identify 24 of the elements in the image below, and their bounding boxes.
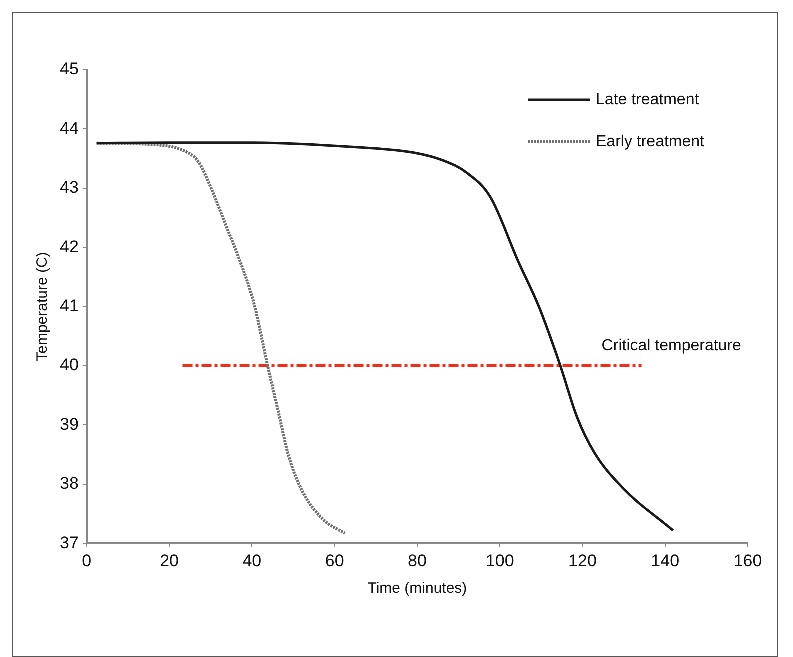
x-tick-label: 160 [734,551,762,570]
y-tick-label: 42 [60,237,79,256]
y-tick-label: 37 [60,533,79,552]
annotation: Critical temperature [602,337,742,354]
x-tick-label: 20 [160,551,180,570]
y-tick-label: 45 [60,60,79,79]
y-tick-label: 40 [60,356,79,375]
y-tick-label: 38 [60,474,79,494]
x-tick-label: 100 [486,551,514,570]
legend-label: Early treatment [596,133,706,150]
y-tick-label: 41 [60,296,79,316]
y-tick-label: 44 [60,118,79,138]
y-axis-title: Temperature (C) [34,252,52,362]
x-tick-label: 0 [82,551,92,570]
x-tick-label: 120 [568,551,597,570]
x-tick-label: 140 [651,551,680,570]
legend-label: Late treatment [596,91,700,108]
x-axis-title: Time (minutes) [368,580,468,598]
y-tick-label: 39 [60,414,79,434]
x-tick-label: 80 [408,551,427,570]
x-tick-label: 60 [325,551,344,570]
x-tick-label: 40 [242,551,262,570]
y-tick-label: 43 [60,178,79,198]
line-series [95,142,347,536]
